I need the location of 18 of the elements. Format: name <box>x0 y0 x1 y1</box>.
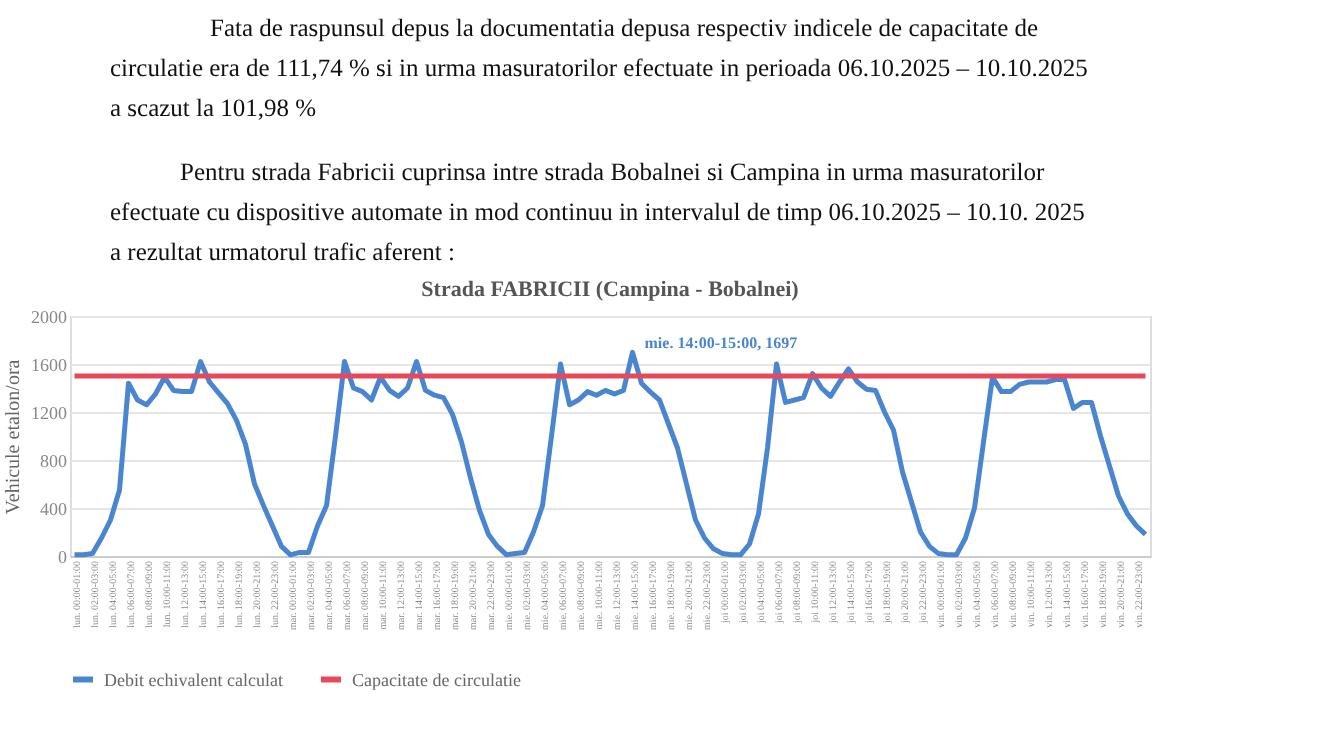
y-tick-label: 2000 <box>31 307 68 327</box>
text: circulatie era de 111,74 % si in urma masuratorilor efectuate in perioada 06.10.2025 – 10.10.2025 <box>110 54 1088 82</box>
y-tick-label: 0 <box>58 547 68 567</box>
text: Fata de raspunsul depus la documentatia depusa respectiv indicele de capacitate de <box>210 14 1040 42</box>
y-tick-label: 800 <box>40 451 68 471</box>
annotation: mie. 14:00-15:00, 1697 <box>644 334 798 353</box>
y-axis-title: Vehicule etalon/ora <box>3 358 25 515</box>
text: a rezultat urmatorul trafic aferent : <box>110 238 455 266</box>
line-series <box>72 349 1148 558</box>
text: Pentru strada Fabricii cuprinsa intre strada Bobalnei si Campina in urma masuratorilor <box>180 158 1047 186</box>
y-tick-label: 1200 <box>31 403 68 423</box>
y-tick-label: 400 <box>40 499 68 519</box>
y-tick-label: 1600 <box>31 355 68 375</box>
text: efectuate cu dispositive automate in mod continuu in intervalul de timp 06.10.2025 – 10.10. 2025 <box>110 198 1085 226</box>
text: a scazut la 101,98 % <box>110 94 317 122</box>
legend-label: Capacitate de circulatie <box>352 669 521 690</box>
legend-label: Debit echivalent calculat <box>104 669 284 690</box>
chart-title: Strada FABRICII (Campina - Bobalnei) <box>421 278 800 302</box>
